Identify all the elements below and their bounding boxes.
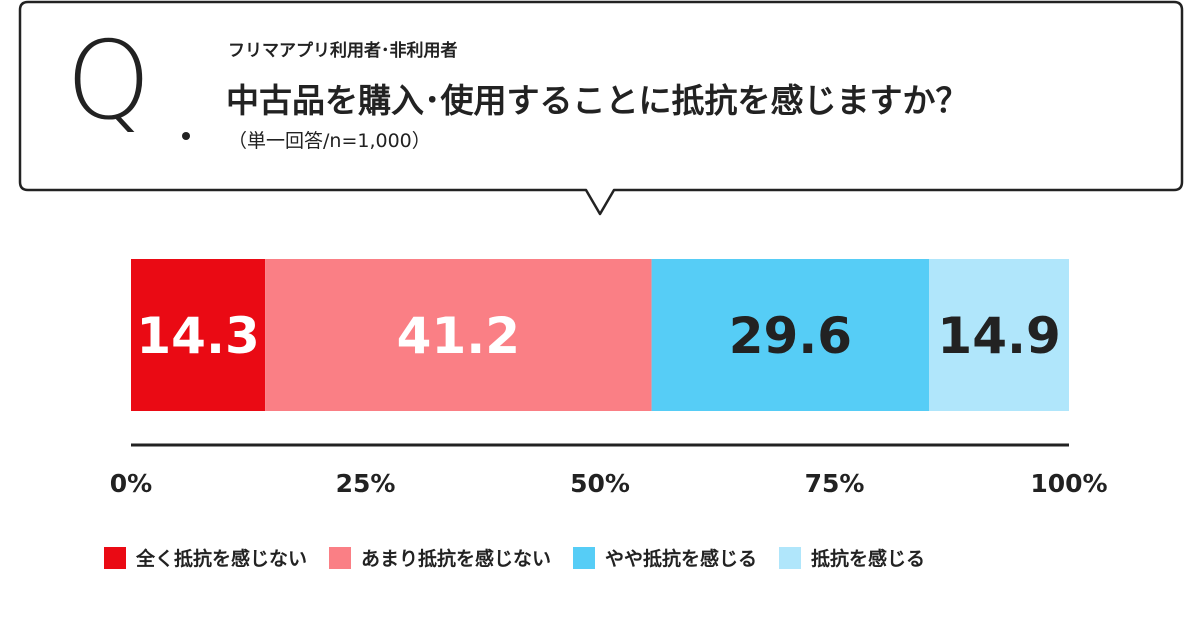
legend-item-3: やや抵抗を感じる [573,544,757,571]
q-mark: Q [66,19,152,144]
bar-segments [131,259,1069,411]
speech-bubble-outline [18,0,1184,216]
question-subtitle: フリマアプリ利用者･非利用者 [228,41,458,61]
legend-swatch-2 [329,546,352,569]
x-tick-label-0: 0% [110,469,152,498]
question-bubble [18,0,1184,216]
legend-item-2: あまり抵抗を感じない [329,544,551,571]
legend-label-4: 抵抗を感じる [811,548,926,570]
bar-segment-1 [131,259,266,411]
x-axis-tick-labels: 0% 25% 50% 75% 100% [110,469,1108,498]
legend-item-1: 全く抵抗を感じない [104,544,307,571]
bar-value-label-3: 29.6 [729,307,852,365]
bar-value-label-1: 14.3 [136,307,259,365]
legend-label-2: あまり抵抗を感じない [361,548,552,570]
x-tick-label-25: 25% [336,469,396,498]
question-note: （単一回答/n=1,000） [228,130,431,152]
question-title: 中古品を購入･使用することに抵抗を感じますか？ [226,81,969,120]
bar-value-label-2: 41.2 [397,307,520,365]
bar-segment-3 [651,259,930,411]
legend-swatch-4 [779,546,802,569]
bar-segment-2 [265,259,652,411]
bar-value-label-4: 14.9 [937,307,1060,365]
q-mark-dot [182,132,190,140]
legend-swatch-1 [104,546,126,569]
legend-item-4: 抵抗を感じる [779,544,925,571]
bar-value-labels: 14.3 41.2 29.6 14.9 [136,307,1060,365]
legend-swatch-3 [573,546,596,569]
x-tick-label-50: 50% [570,469,630,498]
x-tick-label-75: 75% [805,469,865,498]
legend: 全く抵抗を感じない あまり抵抗を感じない やや抵抗を感じる 抵抗を感じる [104,544,947,571]
bar-segment-4 [929,259,1069,411]
legend-label-1: 全く抵抗を感じない [136,548,308,570]
legend-label-3: やや抵抗を感じる [605,548,758,570]
x-tick-label-100: 100% [1030,469,1107,498]
